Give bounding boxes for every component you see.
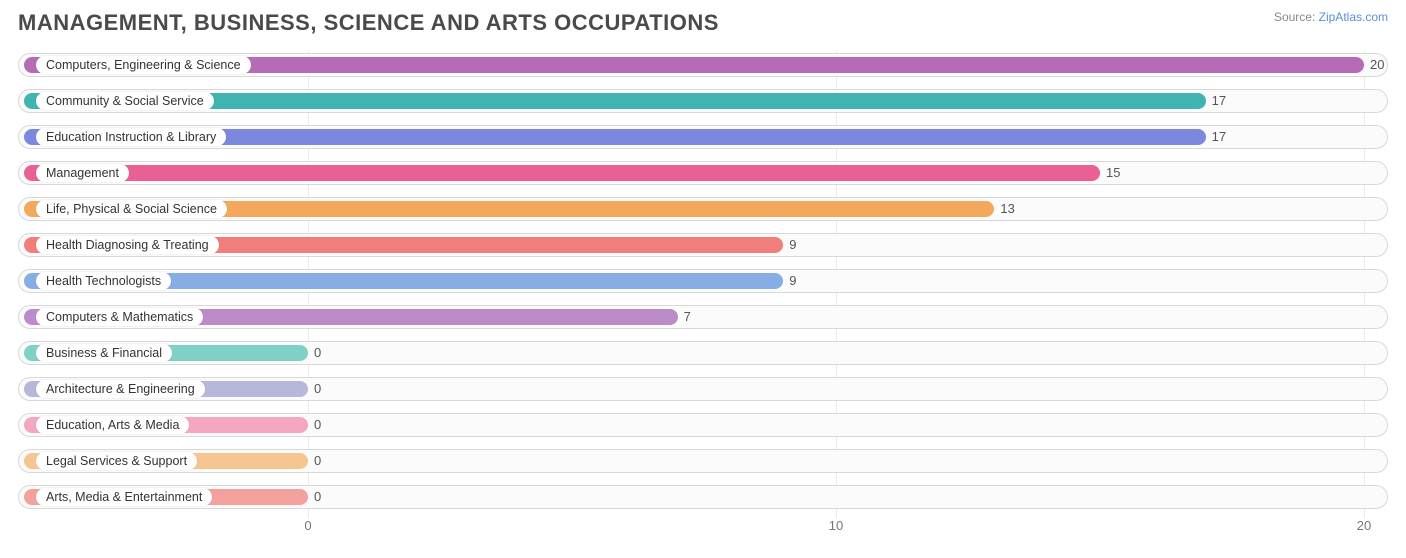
value-label: 0 [314,380,321,398]
value-label: 7 [684,308,691,326]
value-label: 15 [1106,164,1120,182]
value-label: 17 [1212,92,1226,110]
bar-row: Computers & Mathematics 7 [18,302,1388,332]
value-label: 9 [789,272,796,290]
bar-row: Management 15 [18,158,1388,188]
chart-area: Computers, Engineering & Science 20 Commun… [18,50,1388,512]
source-value: ZipAtlas.com [1319,10,1388,24]
x-tick: 20 [1357,518,1371,533]
value-label: 13 [1000,200,1014,218]
bar-row: Computers, Engineering & Science 20 [18,50,1388,80]
bar-row: Arts, Media & Entertainment 0 [18,482,1388,512]
bar-row: Education, Arts & Media 0 [18,410,1388,440]
x-tick: 0 [304,518,311,533]
category-label: Arts, Media & Entertainment [36,488,212,506]
category-label: Business & Financial [36,344,172,362]
value-label: 0 [314,416,321,434]
category-label: Architecture & Engineering [36,380,205,398]
value-label: 0 [314,488,321,506]
category-label: Legal Services & Support [36,452,197,470]
header: MANAGEMENT, BUSINESS, SCIENCE AND ARTS O… [18,10,1388,36]
bar-row: Community & Social Service 17 [18,86,1388,116]
bar-row: Business & Financial 0 [18,338,1388,368]
category-label: Education, Arts & Media [36,416,189,434]
bar-row: Legal Services & Support 0 [18,446,1388,476]
category-label: Management [36,164,129,182]
bar-row: Health Diagnosing & Treating 9 [18,230,1388,260]
value-label: 20 [1370,56,1384,74]
x-tick: 10 [829,518,843,533]
category-label: Education Instruction & Library [36,128,226,146]
value-label: 0 [314,344,321,362]
chart-title: MANAGEMENT, BUSINESS, SCIENCE AND ARTS O… [18,10,719,36]
bar [24,165,1100,181]
bar-row: Health Technologists 9 [18,266,1388,296]
category-label: Health Diagnosing & Treating [36,236,219,254]
source-attribution: Source: ZipAtlas.com [1274,10,1388,24]
category-label: Life, Physical & Social Science [36,200,227,218]
category-label: Community & Social Service [36,92,214,110]
chart-container: MANAGEMENT, BUSINESS, SCIENCE AND ARTS O… [0,0,1406,558]
category-label: Health Technologists [36,272,171,290]
bar-row: Architecture & Engineering 0 [18,374,1388,404]
value-label: 17 [1212,128,1226,146]
x-axis: 0 10 20 [18,518,1388,548]
category-label: Computers & Mathematics [36,308,203,326]
value-label: 9 [789,236,796,254]
bar-row: Education Instruction & Library 17 [18,122,1388,152]
bar-row: Life, Physical & Social Science 13 [18,194,1388,224]
value-label: 0 [314,452,321,470]
source-label: Source: [1274,10,1315,24]
category-label: Computers, Engineering & Science [36,56,251,74]
